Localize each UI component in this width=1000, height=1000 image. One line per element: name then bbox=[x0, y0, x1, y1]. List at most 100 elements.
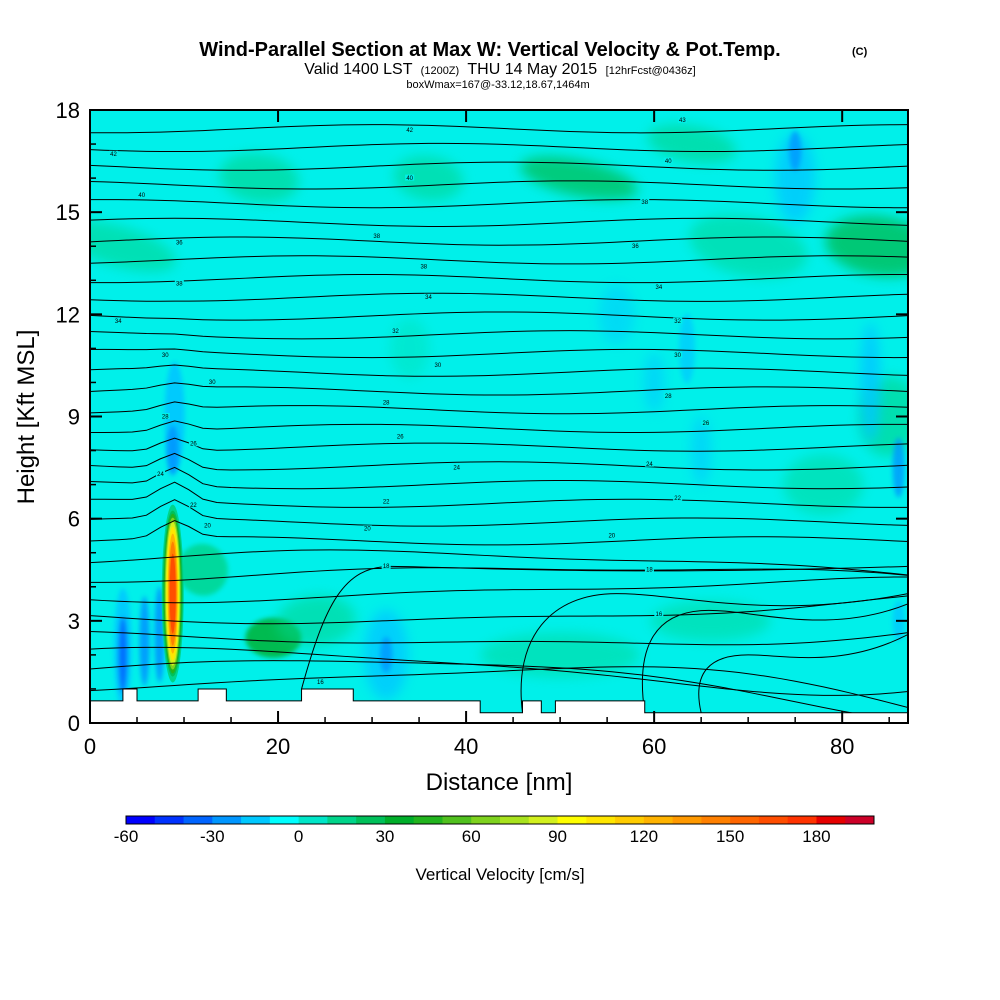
theta-contour bbox=[90, 499, 908, 527]
velocity-band bbox=[689, 214, 808, 279]
colorbar-swatch bbox=[413, 816, 443, 824]
velocity-band bbox=[892, 437, 905, 498]
velocity-band bbox=[644, 352, 665, 413]
x-tick-label: 80 bbox=[830, 734, 854, 759]
theta-contour bbox=[90, 142, 908, 153]
contour-label: 40 bbox=[138, 193, 145, 199]
contour-label-bg bbox=[673, 317, 683, 324]
theta-contour bbox=[90, 401, 908, 415]
contour-label: 18 bbox=[646, 568, 653, 574]
colorbar-swatch bbox=[212, 816, 242, 824]
colorbar-swatch bbox=[298, 816, 328, 824]
colorbar-frame bbox=[125, 815, 875, 825]
colorbar-tick-label: 90 bbox=[548, 827, 567, 846]
theta-contour bbox=[90, 576, 908, 604]
colorbar-swatch bbox=[442, 816, 472, 824]
contour-label-bg bbox=[207, 378, 217, 385]
y-tick-label: 3 bbox=[68, 609, 80, 634]
vertical-velocity-field bbox=[90, 124, 908, 709]
theta-contour bbox=[90, 520, 908, 546]
contour-label: 32 bbox=[674, 319, 681, 325]
contour-label: 34 bbox=[655, 285, 662, 291]
theta-contour bbox=[301, 565, 908, 690]
contour-label-bg bbox=[156, 470, 166, 477]
contour-label-bg bbox=[160, 413, 170, 419]
x-tick-label: 60 bbox=[642, 734, 666, 759]
theta-contour bbox=[520, 593, 908, 713]
contour-label: 38 bbox=[420, 264, 427, 270]
contour-label: 38 bbox=[641, 200, 648, 206]
colorbar-tick-label: -30 bbox=[200, 827, 225, 846]
colorbar-tick-label: -60 bbox=[114, 827, 139, 846]
colorbar-swatch bbox=[643, 816, 674, 824]
contour-label-bg bbox=[381, 562, 391, 569]
y-tick-label: 9 bbox=[68, 405, 80, 430]
contour-label-bg bbox=[640, 198, 650, 205]
contour-label-bg bbox=[644, 566, 654, 573]
valid-time-utc: (1200Z) bbox=[421, 65, 460, 77]
velocity-band bbox=[775, 133, 816, 224]
velocity-band bbox=[520, 156, 638, 200]
theta-contour bbox=[90, 124, 908, 134]
valid-time-lst: Valid 1400 LST bbox=[304, 61, 412, 78]
y-axis-label: Height [Kft MSL] bbox=[13, 330, 40, 505]
colorbar-tick-label: 0 bbox=[294, 827, 303, 846]
colorbar-swatch bbox=[154, 816, 185, 824]
colorbar-swatch bbox=[672, 816, 702, 824]
velocity-band bbox=[480, 632, 641, 677]
velocity-band bbox=[647, 124, 737, 164]
colorbar-swatch bbox=[384, 816, 415, 824]
colorbar-swatch bbox=[701, 816, 731, 824]
contour-label: 34 bbox=[425, 295, 432, 301]
theta-contour bbox=[90, 382, 908, 396]
theta-contour bbox=[698, 634, 908, 713]
contour-label-bg bbox=[362, 525, 372, 532]
contour-label-bg bbox=[174, 280, 184, 287]
colorbar-swatch bbox=[615, 816, 645, 824]
colorbar-swatch bbox=[471, 816, 501, 824]
theta-contour bbox=[90, 348, 908, 359]
contour-label: 20 bbox=[204, 523, 211, 529]
contour-label-bg bbox=[381, 498, 391, 505]
x-axis-label: Distance [nm] bbox=[426, 769, 573, 796]
contour-label: 36 bbox=[176, 241, 183, 247]
theta-contour bbox=[90, 292, 908, 302]
theta-contour bbox=[90, 567, 908, 583]
x-tick-label: 40 bbox=[454, 734, 478, 759]
contour-label: 26 bbox=[397, 435, 404, 441]
contour-label-bg bbox=[644, 460, 654, 467]
contour-label-bg bbox=[630, 242, 640, 249]
y-tick-label: 6 bbox=[68, 507, 80, 532]
contour-label: 24 bbox=[646, 462, 653, 468]
colorbar-tick-label: 60 bbox=[462, 827, 481, 846]
contour-label-bg bbox=[663, 157, 673, 164]
contour-label: 22 bbox=[674, 496, 681, 502]
box-wmax-label: boxWmax=167@-33.12,18.67,1464m bbox=[406, 79, 589, 91]
theta-contour bbox=[90, 217, 908, 227]
velocity-band bbox=[679, 313, 696, 384]
contour-label: 34 bbox=[115, 319, 122, 325]
theta-contour bbox=[90, 660, 908, 723]
contour-label-bg bbox=[607, 532, 617, 539]
contour-label-bg bbox=[174, 239, 184, 246]
velocity-band bbox=[389, 318, 430, 379]
y-tick-label: 18 bbox=[56, 98, 80, 123]
chart-title: Wind-Parallel Section at Max W: Vertical… bbox=[199, 39, 780, 61]
theta-contour bbox=[90, 364, 908, 377]
theta-contour-labels: 42 40 36 38 34 30 30 28 26 24 22 20 42 40 38 38 34 32 30 28… bbox=[109, 116, 711, 686]
contour-label-bg bbox=[654, 283, 664, 290]
contour-label: 24 bbox=[157, 472, 164, 478]
contour-label: 38 bbox=[373, 234, 380, 240]
theta-contour bbox=[90, 311, 908, 321]
contour-label: 36 bbox=[632, 244, 639, 250]
contour-label-bg bbox=[423, 293, 433, 300]
contour-label: 20 bbox=[608, 533, 615, 539]
theta-contour bbox=[90, 199, 908, 209]
contour-label: 30 bbox=[162, 353, 169, 359]
velocity-band bbox=[139, 596, 150, 687]
updraft-core-band bbox=[169, 553, 176, 634]
theta-contour bbox=[90, 595, 908, 625]
colorbar-tick-label: 180 bbox=[802, 827, 830, 846]
theta-contour bbox=[90, 549, 908, 576]
y-tick-label: 0 bbox=[68, 711, 80, 736]
